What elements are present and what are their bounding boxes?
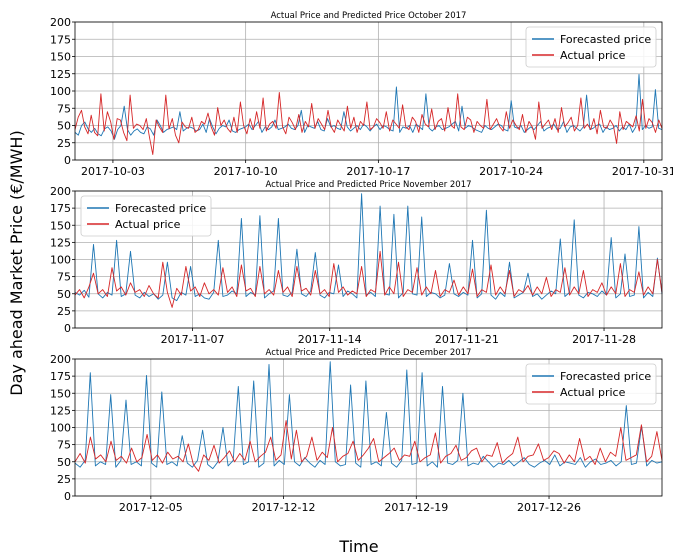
panel-title: Actual Price and Predicted Price Novembe… — [265, 180, 471, 190]
y-tick-label: 25 — [57, 473, 71, 486]
y-tick-label: 50 — [57, 456, 71, 469]
x-tick-label: 2017-10-10 — [214, 165, 278, 178]
y-tick-label: 50 — [57, 120, 71, 133]
legend: Forecasted price Actual price — [526, 364, 656, 404]
y-tick-label: 125 — [50, 68, 71, 81]
x-tick-label: 2017-10-31 — [612, 165, 673, 178]
y-tick-label: 125 — [50, 404, 71, 417]
legend-label: Forecasted price — [560, 33, 651, 46]
figure-ylabel: Day ahead Market Price (€/MWH) — [7, 130, 26, 395]
y-tick-label: 0 — [64, 322, 71, 335]
y-tick-label: 175 — [50, 33, 71, 46]
figure-xlabel: Time — [338, 537, 378, 554]
y-tick-label: 100 — [50, 422, 71, 435]
y-tick-label: 150 — [50, 219, 71, 232]
y-tick-label: 200 — [50, 353, 71, 366]
y-tick-label: 150 — [50, 51, 71, 64]
y-tick-label: 50 — [57, 288, 71, 301]
x-tick-label: 2017-11-14 — [298, 333, 362, 346]
y-tick-label: 200 — [50, 16, 71, 29]
series-line-actual — [75, 92, 662, 154]
y-tick-label: 75 — [57, 271, 71, 284]
x-tick-label: 2017-12-26 — [517, 501, 581, 514]
panel-title: Actual Price and Predicted Price Decembe… — [266, 348, 472, 358]
y-tick-label: 150 — [50, 387, 71, 400]
y-tick-label: 75 — [57, 439, 71, 452]
legend-label: Actual price — [560, 49, 626, 62]
x-tick-label: 2017-12-05 — [119, 501, 183, 514]
x-tick-label: 2017-11-21 — [435, 333, 499, 346]
y-tick-label: 0 — [64, 154, 71, 167]
x-tick-label: 2017-11-28 — [572, 333, 636, 346]
panel-title: Actual Price and Predicted Price October… — [271, 11, 467, 21]
legend-label: Actual price — [115, 218, 181, 231]
chart-panel-3: 0 25 50 75 100 125 150 175 200 2017-12-05 2017-12-… — [50, 348, 662, 514]
legend: Forecasted price Actual price — [81, 196, 211, 236]
y-tick-label: 25 — [57, 137, 71, 150]
y-tick-label: 175 — [50, 202, 71, 215]
chart-panel-1: 0 25 50 75 100 125 150 175 200 2017-10-03 2017-10-… — [50, 11, 673, 178]
y-tick-label: 100 — [50, 254, 71, 267]
x-tick-label: 2017-12-12 — [252, 501, 316, 514]
x-tick-label: 2017-10-24 — [479, 165, 543, 178]
x-tick-label: 2017-11-07 — [161, 333, 225, 346]
y-tick-label: 25 — [57, 305, 71, 318]
y-tick-label: 175 — [50, 370, 71, 383]
legend-label: Forecasted price — [115, 202, 206, 215]
x-tick-label: 2017-12-19 — [384, 501, 448, 514]
y-tick-label: 200 — [50, 185, 71, 198]
legend-label: Forecasted price — [560, 370, 651, 383]
legend: Forecasted price Actual price — [526, 27, 656, 67]
y-tick-label: 125 — [50, 236, 71, 249]
x-tick-label: 2017-10-17 — [346, 165, 410, 178]
y-tick-label: 0 — [64, 490, 71, 503]
x-tick-label: 2017-10-03 — [81, 165, 145, 178]
y-tick-label: 75 — [57, 102, 71, 115]
chart-panel-2: 0 25 50 75 100 125 150 175 200 2017-11-07 2017-11-… — [50, 180, 662, 346]
legend-label: Actual price — [560, 386, 626, 399]
y-tick-label: 100 — [50, 85, 71, 98]
